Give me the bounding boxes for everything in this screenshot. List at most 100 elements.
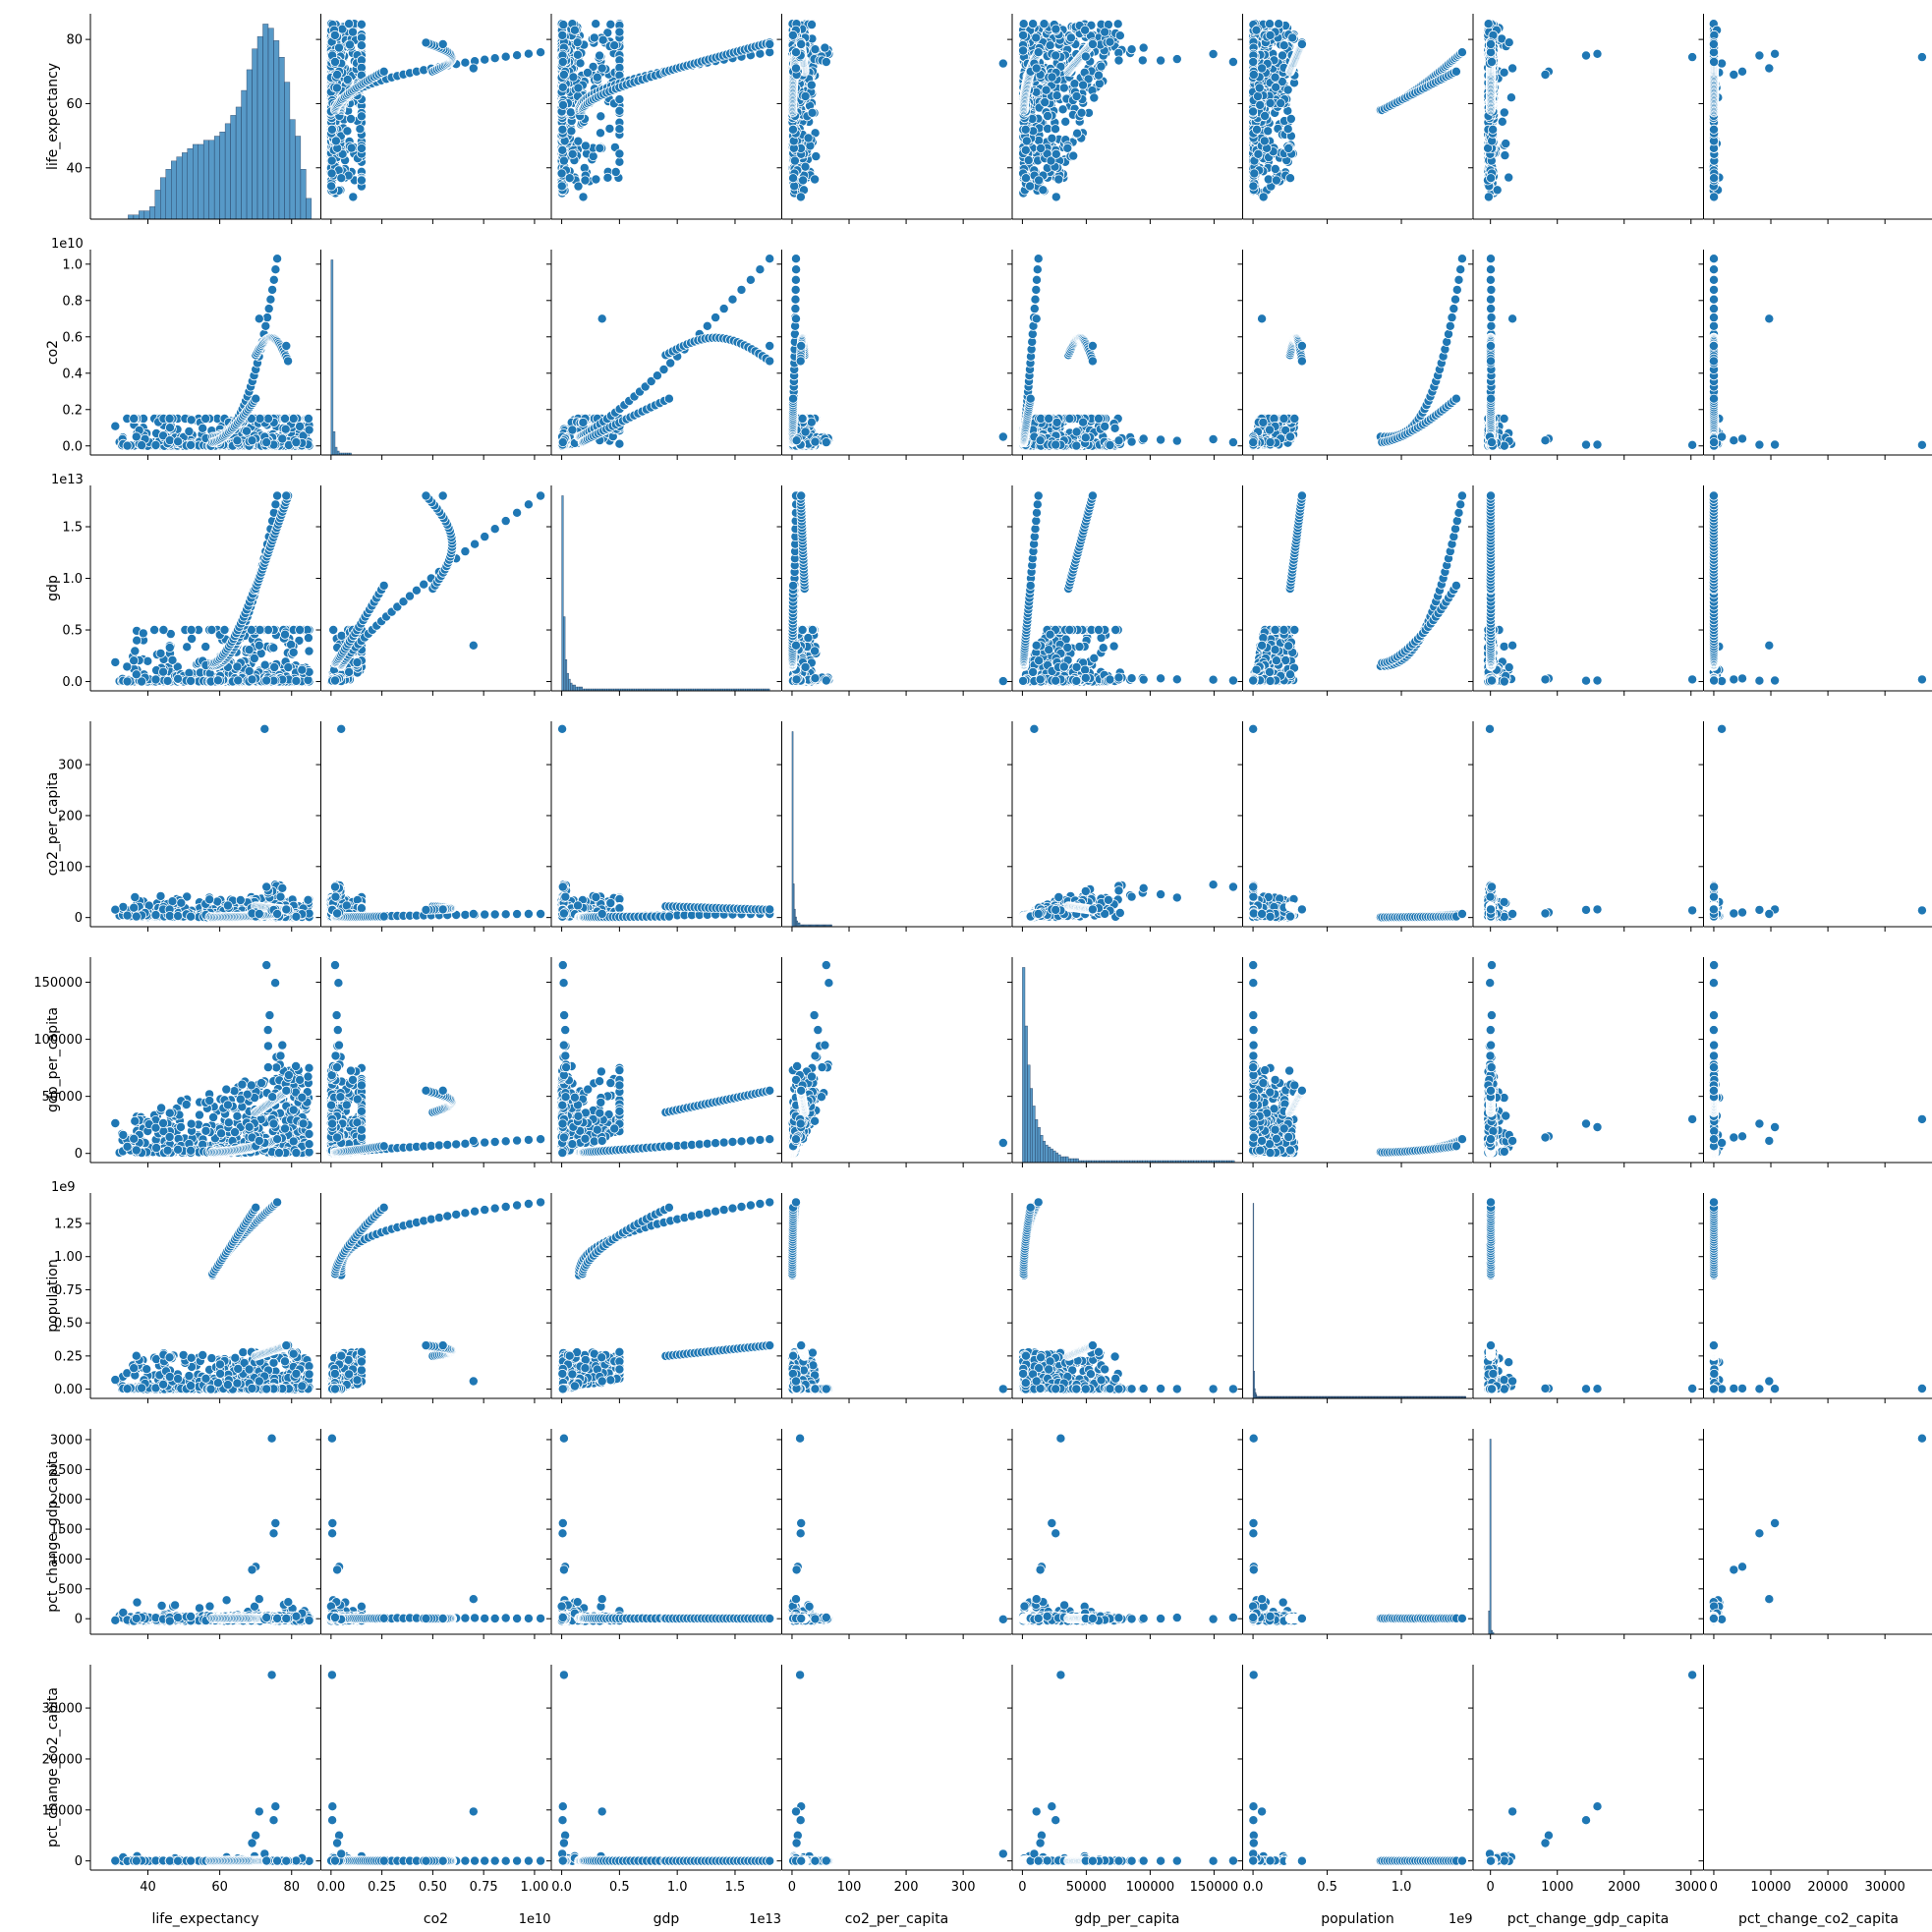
scatter-point [614, 156, 625, 167]
scatter-point [610, 166, 621, 177]
scatter-point [1499, 67, 1509, 78]
scatter-point [326, 155, 337, 166]
histogram-bar [284, 82, 291, 220]
scatter-point [566, 126, 577, 137]
histogram-bar [182, 152, 188, 220]
panel-life_expectancy-vs-gdp [546, 14, 781, 224]
histogram-bar [187, 147, 194, 220]
scatter-point [807, 107, 818, 118]
scatter-point [421, 37, 431, 48]
scatter-point [821, 57, 831, 68]
scatter-point [1487, 57, 1498, 68]
scatter-point [1254, 83, 1265, 93]
scatter-point [326, 124, 337, 135]
scatter-point [765, 39, 775, 50]
scatter-point [437, 39, 448, 50]
panel-life_expectancy-vs-pct_change_co2_capita [1698, 14, 1932, 224]
scatter-point [1252, 124, 1263, 135]
scatter-point [580, 175, 591, 186]
scatter-point [1729, 70, 1739, 81]
scatter-point [1138, 42, 1149, 53]
scatter-point [1031, 63, 1042, 74]
scatter-point [575, 58, 586, 69]
scatter-point [602, 172, 613, 183]
scatter-point [800, 161, 811, 172]
scatter-point [1287, 32, 1298, 43]
scatter-point [1043, 111, 1053, 122]
histogram-bar [252, 48, 258, 220]
histogram-bar [171, 160, 177, 220]
scatter-point [1271, 175, 1281, 186]
scatter-point [1058, 83, 1069, 93]
scatter-point [595, 142, 605, 153]
scatter-point [1248, 181, 1259, 192]
scatter-point [1051, 192, 1061, 202]
scatter-point [356, 142, 367, 153]
scatter-point [333, 42, 344, 53]
scatter-point [1113, 55, 1124, 66]
scatter-point [609, 40, 620, 51]
scatter-point [1023, 155, 1034, 166]
panel-co2-vs-life_expectancy: 0.00.20.40.60.81.0 [62, 250, 320, 460]
scatter-point [1486, 173, 1497, 184]
scatter-point [280, 424, 291, 434]
scatter-point [568, 72, 579, 83]
scatter-point [1687, 52, 1698, 63]
scatter-point [1053, 174, 1064, 185]
histogram-bar [235, 106, 242, 220]
scatter-point [1018, 45, 1029, 56]
scatter-point [1456, 47, 1467, 58]
scatter-point [557, 124, 568, 135]
scatter-point [342, 75, 353, 85]
scatter-point [803, 133, 814, 143]
histogram-bar [143, 210, 150, 220]
scatter-point [588, 151, 598, 162]
scatter-point [1263, 126, 1274, 137]
scatter-point [614, 94, 625, 105]
scatter-point [810, 174, 821, 185]
histogram-bar [202, 140, 209, 220]
scatter-point [356, 40, 367, 51]
scatter-point [489, 53, 500, 64]
scatter-point [348, 192, 359, 202]
scatter-point [556, 181, 567, 192]
scatter-point [347, 27, 358, 37]
scatter-point [997, 58, 1008, 69]
histogram-bar [273, 40, 280, 220]
scatter-point [1257, 63, 1268, 74]
scatter-point [1080, 25, 1091, 35]
scatter-point [787, 29, 798, 40]
scatter-point [336, 173, 347, 184]
panel-life_expectancy-vs-co2 [315, 14, 551, 224]
scatter-point [604, 123, 615, 134]
scatter-point [1764, 63, 1775, 74]
scatter-point [330, 136, 341, 146]
scatter-point [1754, 50, 1765, 61]
scatter-point [1208, 49, 1219, 60]
histogram-bar [128, 214, 135, 220]
histogram-bar [213, 136, 220, 220]
scatter-point [1020, 124, 1031, 135]
scatter-point [1260, 111, 1271, 122]
scatter-point [1253, 148, 1264, 159]
scatter-point [789, 181, 800, 192]
scatter-point [1270, 163, 1280, 174]
scatter-point [1271, 82, 1281, 92]
scatter-point [1265, 98, 1276, 109]
scatter-point [344, 39, 355, 50]
scatter-point [326, 168, 337, 179]
histogram-bar [256, 35, 263, 220]
scatter-point [1251, 25, 1262, 35]
scatter-point [1709, 57, 1720, 68]
scatter-point [1021, 136, 1032, 146]
scatter-point [592, 72, 602, 83]
scatter-point [795, 192, 806, 202]
scatter-point [1094, 79, 1105, 89]
histogram-bar [165, 169, 172, 220]
scatter-point [589, 32, 599, 43]
panel-life_expectancy-vs-pct_change_gdp_capita [1468, 14, 1703, 224]
scatter-point [1114, 30, 1125, 41]
scatter-point [789, 155, 800, 166]
histogram-bar [246, 69, 253, 220]
scatter-point [1068, 150, 1079, 161]
